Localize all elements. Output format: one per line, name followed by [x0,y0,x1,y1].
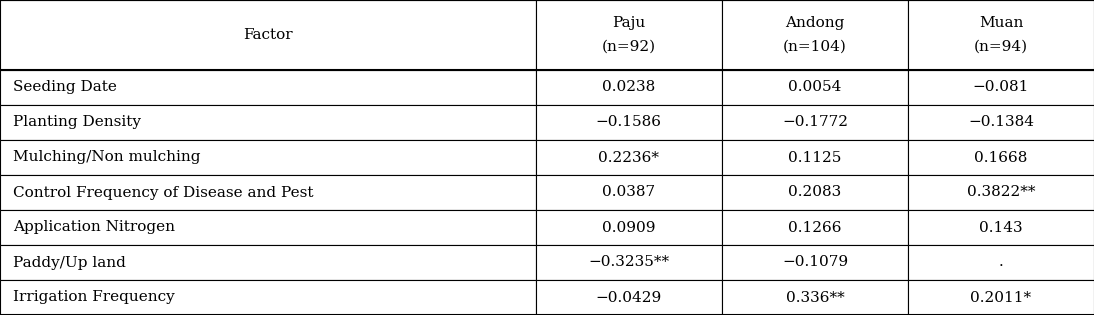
Bar [722,175,908,210]
Bar [722,280,908,315]
Text: 0.0387: 0.0387 [602,186,655,199]
Text: 0.1668: 0.1668 [975,151,1027,164]
Bar [536,175,722,210]
Text: Paju: Paju [613,16,645,30]
Bar [536,0,722,70]
Bar [722,140,908,175]
Text: −0.1772: −0.1772 [782,116,848,129]
Text: Planting Density: Planting Density [13,116,141,129]
Text: 0.2083: 0.2083 [789,186,841,199]
Text: Application Nitrogen: Application Nitrogen [13,220,175,234]
Text: Mulching/Non mulching: Mulching/Non mulching [13,151,200,164]
Text: 0.0238: 0.0238 [602,81,655,94]
Bar [536,70,722,105]
Text: 0.336**: 0.336** [785,290,845,305]
Bar [722,105,908,140]
Text: 0.0054: 0.0054 [789,81,841,94]
Bar [0,140,536,175]
Bar [722,245,908,280]
Text: .: . [999,255,1003,270]
Text: Control Frequency of Disease and Pest: Control Frequency of Disease and Pest [13,186,314,199]
Bar [536,105,722,140]
Text: 0.0909: 0.0909 [602,220,655,234]
Text: 0.2236*: 0.2236* [598,151,660,164]
Bar [536,210,722,245]
Text: Andong: Andong [785,16,845,30]
Text: Irrigation Frequency: Irrigation Frequency [13,290,175,305]
Text: Seeding Date: Seeding Date [13,81,117,94]
Text: −0.1079: −0.1079 [782,255,848,270]
Bar [0,245,536,280]
Bar [0,105,536,140]
Text: 0.1266: 0.1266 [789,220,841,234]
Text: 0.2011*: 0.2011* [970,290,1032,305]
Bar [0,210,536,245]
Bar [0,175,536,210]
Text: (n=94): (n=94) [974,40,1028,54]
Bar [908,210,1094,245]
Bar [536,140,722,175]
Bar [908,105,1094,140]
Bar [722,0,908,70]
Text: Paddy/Up land: Paddy/Up land [13,255,126,270]
Text: 0.3822**: 0.3822** [967,186,1035,199]
Bar [908,70,1094,105]
Text: −0.1384: −0.1384 [968,116,1034,129]
Bar [722,70,908,105]
Text: 0.143: 0.143 [979,220,1023,234]
Bar [908,140,1094,175]
Bar [908,280,1094,315]
Text: 0.1125: 0.1125 [789,151,841,164]
Bar [536,245,722,280]
Bar [0,280,536,315]
Bar [0,0,536,70]
Bar [908,175,1094,210]
Bar [0,70,536,105]
Text: −0.3235**: −0.3235** [589,255,670,270]
Text: −0.081: −0.081 [973,81,1029,94]
Text: (n=104): (n=104) [783,40,847,54]
Bar [908,0,1094,70]
Text: Muan: Muan [979,16,1023,30]
Text: −0.0429: −0.0429 [595,290,662,305]
Text: −0.1586: −0.1586 [596,116,662,129]
Bar [908,245,1094,280]
Bar [536,280,722,315]
Bar [722,210,908,245]
Text: Factor: Factor [243,28,292,42]
Text: (n=92): (n=92) [602,40,655,54]
